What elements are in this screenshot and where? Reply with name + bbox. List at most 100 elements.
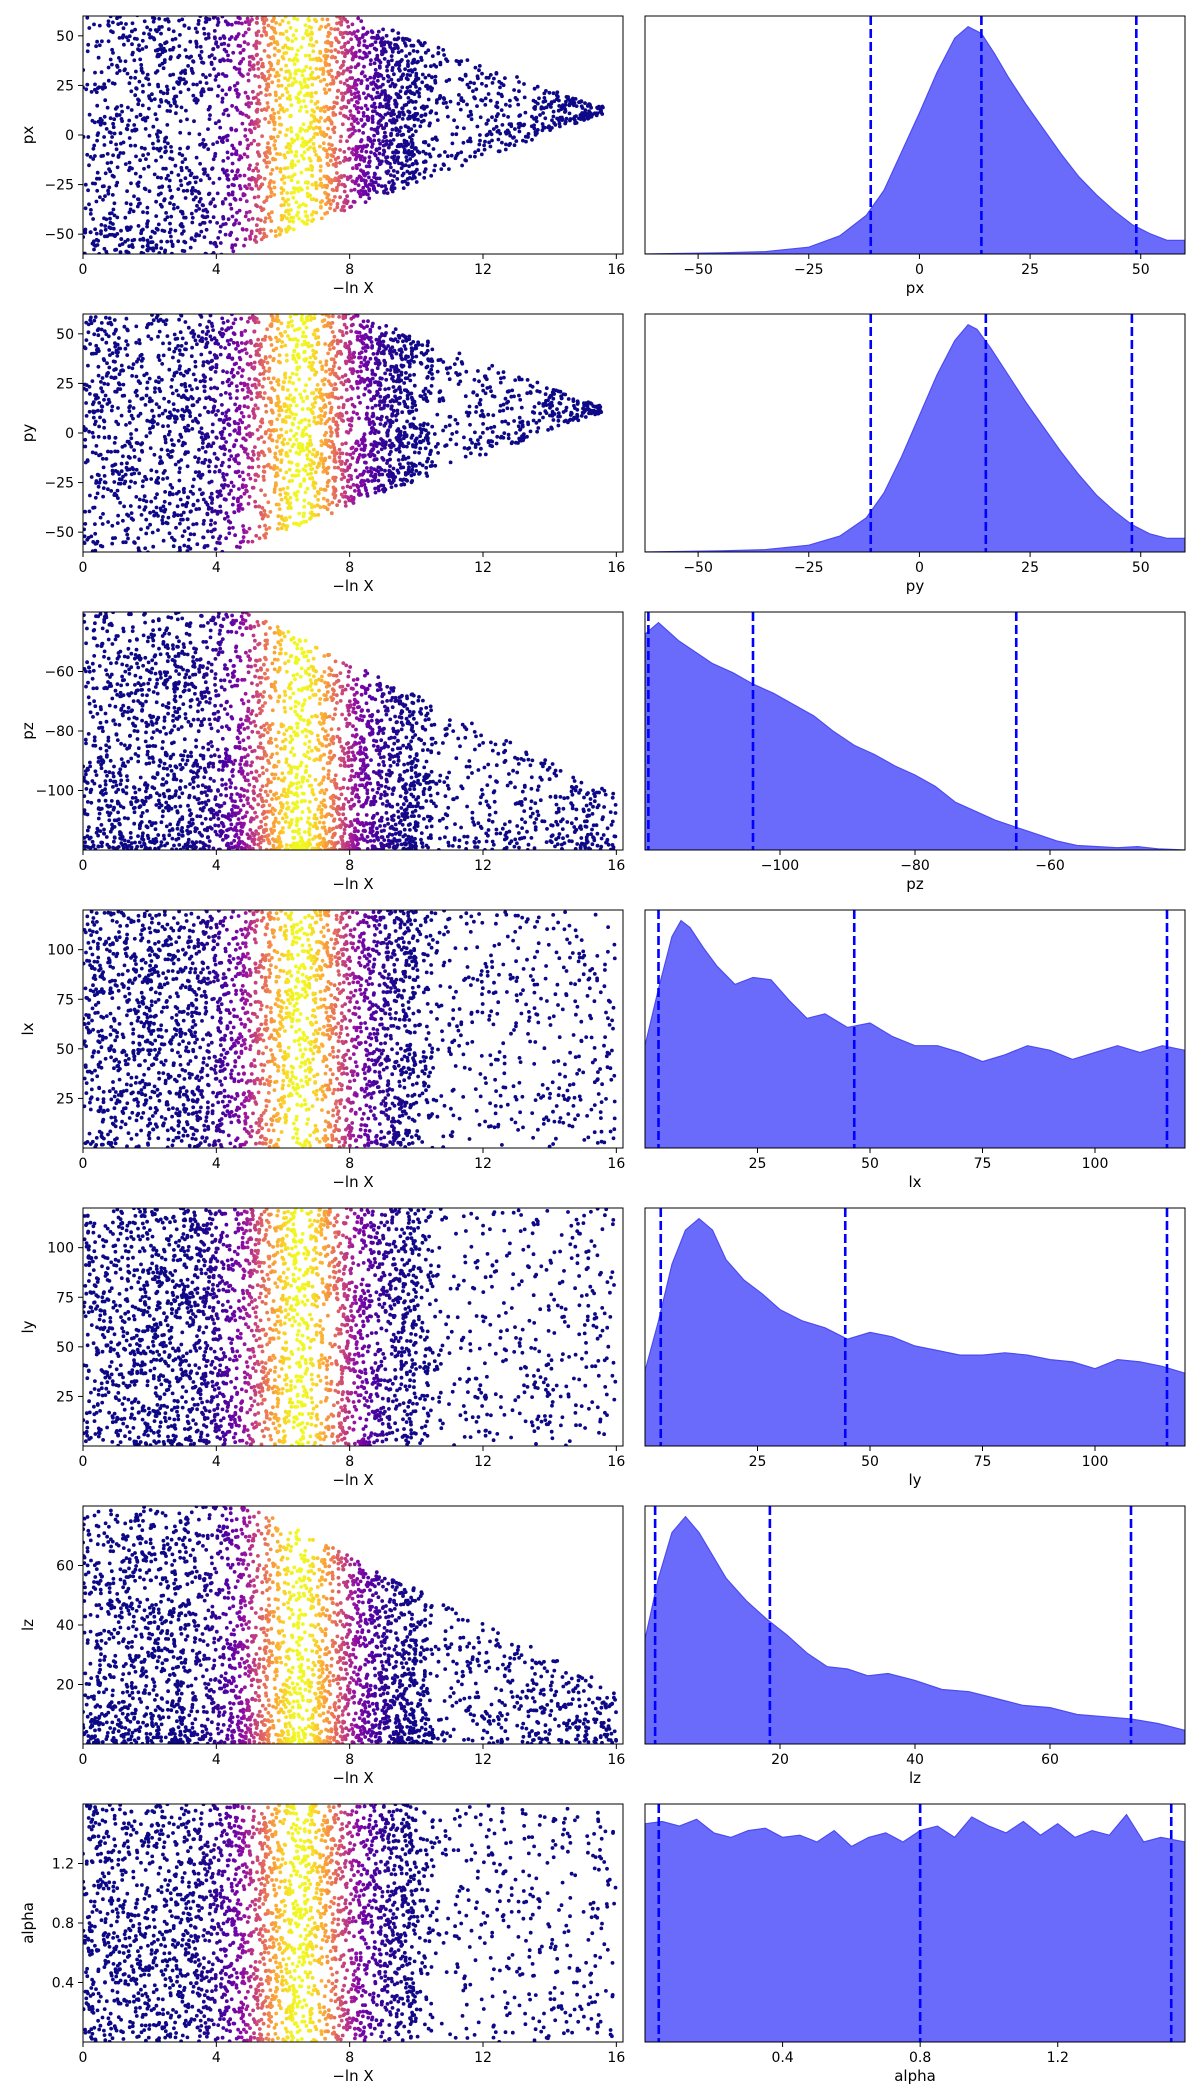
sample-point: [254, 166, 258, 171]
sample-point: [105, 287, 109, 291]
sample-point: [208, 240, 213, 245]
sample-point: [82, 303, 86, 307]
sample-point: [160, 185, 164, 189]
sample-point: [326, 379, 331, 383]
sample-point: [110, 541, 115, 546]
sample-point: [287, 94, 292, 98]
sample-point: [202, 255, 206, 259]
sample-point: [135, 0, 139, 3]
sample-point: [309, 94, 314, 99]
sample-point: [454, 59, 459, 63]
sample-point: [257, 10, 261, 14]
sample-point: [453, 418, 458, 422]
sample-point: [337, 455, 342, 460]
sample-point: [318, 487, 323, 492]
sample-point: [130, 29, 135, 34]
sample-point: [294, 6, 298, 10]
sample-point: [508, 133, 513, 138]
sample-point: [180, 153, 185, 158]
sample-point: [257, 41, 262, 45]
sample-point: [359, 369, 363, 374]
sample-point: [359, 157, 363, 162]
sample-point: [515, 75, 519, 79]
sample-point: [103, 224, 108, 228]
sample-point: [436, 45, 441, 50]
sample-point: [155, 492, 159, 497]
sample-point: [441, 162, 446, 167]
sample-point: [164, 176, 169, 181]
sample-point: [105, 105, 110, 110]
sample-point: [137, 553, 141, 557]
sample-point: [299, 170, 304, 175]
posterior-density-area: [645, 25, 1185, 254]
sample-point: [349, 424, 354, 428]
sample-point: [446, 114, 450, 119]
sample-point: [240, 121, 245, 126]
sample-point: [108, 169, 113, 174]
sample-point: [197, 199, 202, 204]
sample-point: [255, 33, 259, 38]
sample-point: [124, 22, 128, 26]
sample-point: [514, 431, 518, 435]
sample-point: [329, 55, 334, 60]
sample-point: [135, 16, 140, 18]
sample-point: [274, 335, 278, 340]
sample-point: [503, 419, 508, 424]
sample-point: [144, 531, 149, 536]
sample-point: [111, 11, 115, 15]
sample-point: [301, 156, 306, 161]
sample-point: [104, 554, 108, 558]
sample-point: [350, 131, 355, 136]
sample-point: [414, 129, 418, 134]
sample-point: [126, 238, 130, 242]
sample-point: [343, 91, 347, 96]
sample-point: [300, 342, 305, 347]
sample-point: [303, 53, 308, 58]
sample-point: [168, 73, 173, 78]
sample-point: [303, 8, 307, 12]
sample-point: [223, 222, 228, 226]
sample-point: [173, 228, 178, 233]
sample-point: [121, 151, 126, 155]
sample-point: [319, 108, 323, 113]
sample-point: [235, 285, 239, 289]
sample-point: [338, 111, 343, 116]
sample-point: [458, 107, 463, 112]
sample-point: [295, 17, 300, 22]
sample-point: [271, 115, 276, 120]
sample-point: [111, 125, 116, 130]
sample-point: [91, 146, 96, 151]
sample-point: [473, 430, 477, 435]
sample-point: [223, 74, 228, 78]
sample-point: [283, 76, 287, 80]
sample-point: [230, 314, 234, 317]
sample-point: [226, 113, 231, 118]
sample-point: [178, 178, 183, 183]
y-tick-label: 25: [56, 78, 74, 94]
sample-point: [226, 53, 230, 58]
sample-point: [369, 150, 373, 155]
sample-point: [277, 507, 282, 511]
sample-point: [482, 143, 486, 148]
sample-point: [328, 347, 332, 352]
sample-point: [163, 248, 168, 253]
sample-point: [380, 472, 385, 477]
sample-point: [479, 152, 484, 157]
sample-point: [208, 1, 212, 5]
sample-point: [274, 21, 278, 25]
sample-point: [343, 379, 348, 384]
sample-point: [176, 239, 181, 244]
sample-point: [123, 162, 128, 167]
sample-point: [263, 78, 268, 83]
sample-point: [272, 464, 277, 468]
sample-point: [291, 227, 296, 232]
sample-point: [331, 188, 336, 193]
sample-point: [426, 97, 431, 102]
sample-point: [211, 215, 216, 220]
sample-point: [252, 195, 257, 200]
sample-point: [421, 149, 426, 154]
sample-point: [401, 186, 406, 191]
sample-point: [343, 30, 348, 35]
sample-point: [390, 49, 395, 54]
sample-point: [147, 82, 152, 87]
